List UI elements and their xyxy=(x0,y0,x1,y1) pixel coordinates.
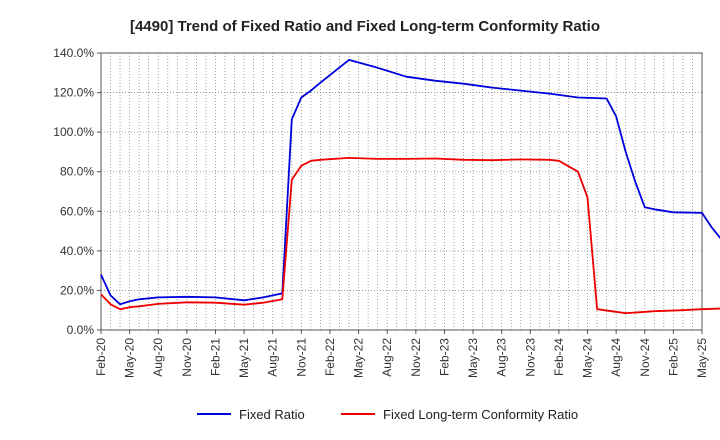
y-tick-label: 60.0% xyxy=(60,204,94,218)
series-line-fixed-long-term-conformity-ratio xyxy=(100,157,720,315)
x-tick-label: Nov-21 xyxy=(294,338,308,377)
x-tick-label: Aug-22 xyxy=(380,338,394,377)
x-tick-label: Aug-20 xyxy=(151,338,165,377)
x-tick-label: May-24 xyxy=(581,338,595,378)
x-tick-label: May-20 xyxy=(123,338,137,378)
x-tick-label: Feb-21 xyxy=(208,338,222,376)
x-tick-label: Nov-23 xyxy=(523,338,537,377)
axes xyxy=(100,52,703,331)
y-tick-label: 40.0% xyxy=(60,244,94,258)
x-tick-label: Nov-24 xyxy=(638,338,652,377)
x-tick-label: Aug-23 xyxy=(495,338,509,377)
x-tick-label: Aug-24 xyxy=(609,338,623,377)
x-tick-label: May-22 xyxy=(352,338,366,378)
y-axis-ticks: 0.0% 20.0% 40.0% 60.0% 80.0% 100.0% 120.0% 140.… xyxy=(53,46,101,337)
y-tick-label: 100.0% xyxy=(53,125,94,139)
x-tick-label: May-21 xyxy=(237,338,251,378)
series-line-fixed-ratio xyxy=(100,59,720,306)
x-tick-label: Feb-22 xyxy=(323,338,337,376)
x-tick-label: Feb-24 xyxy=(552,338,566,376)
y-tick-label: 0.0% xyxy=(67,323,95,337)
x-axis-ticks: Feb-20 May-20 Aug-20 Nov-20 Feb-21 May-21 Aug-… xyxy=(94,330,709,378)
legend: Fixed Ratio Fixed Long-term Conformity Ra… xyxy=(197,407,578,422)
x-tick-label: Nov-22 xyxy=(409,338,423,377)
x-tick-label: Aug-21 xyxy=(266,338,280,377)
x-tick-label: Feb-20 xyxy=(94,338,108,376)
x-tick-label: Feb-23 xyxy=(437,338,451,376)
y-tick-label: 140.0% xyxy=(53,46,94,60)
legend-label: Fixed Ratio xyxy=(239,407,305,422)
y-tick-label: 80.0% xyxy=(60,165,94,179)
legend-label: Fixed Long-term Conformity Ratio xyxy=(383,407,578,422)
chart-title: [4490] Trend of Fixed Ratio and Fixed Lo… xyxy=(130,18,600,35)
series-lines xyxy=(100,59,720,315)
y-tick-label: 120.0% xyxy=(53,86,94,100)
plot-frame xyxy=(100,52,703,331)
grid xyxy=(100,52,703,331)
x-tick-label: Feb-25 xyxy=(666,338,680,376)
x-tick-label: Nov-20 xyxy=(180,338,194,377)
x-tick-label: May-25 xyxy=(695,338,709,378)
y-tick-label: 20.0% xyxy=(60,283,94,297)
x-tick-label: May-23 xyxy=(466,338,480,378)
